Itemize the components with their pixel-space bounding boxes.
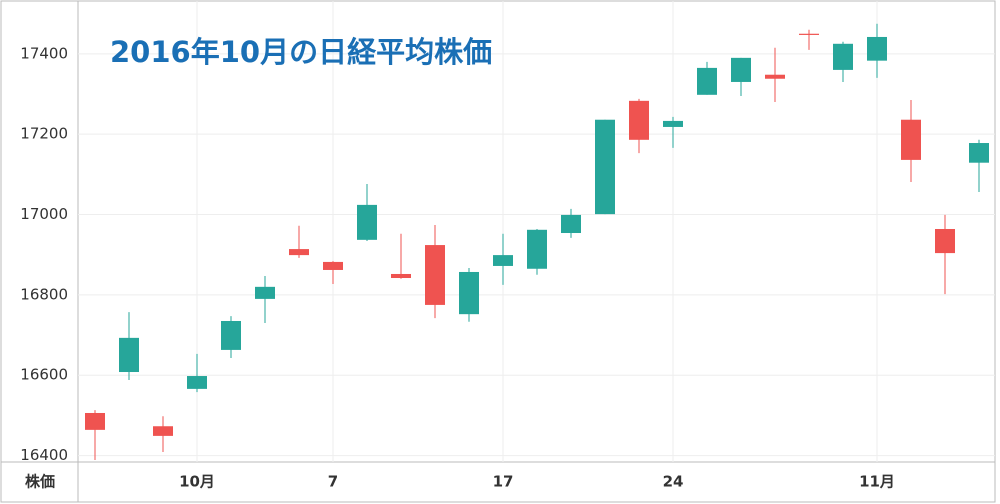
candle-body (901, 119, 921, 160)
candle-body (323, 261, 343, 270)
candle-body (187, 376, 207, 389)
candle-body (799, 33, 819, 35)
candle-body (765, 74, 785, 79)
candle-body (629, 100, 649, 140)
candle-body (561, 214, 581, 234)
candle-body (969, 143, 989, 163)
candle-body (357, 204, 377, 240)
y-tick-label: 17200 (20, 125, 68, 143)
candle-body (255, 286, 275, 299)
y-tick-label: 16600 (20, 366, 68, 384)
candle-body (85, 412, 105, 430)
y-tick-label: 17400 (20, 44, 68, 62)
candle-body (119, 337, 139, 373)
y-tick-label: 16800 (20, 285, 68, 303)
x-tick-label: 24 (663, 473, 684, 491)
candle-body (731, 57, 751, 82)
chart-title: 2016年10月の日経平均株価 (110, 35, 492, 69)
y-tick-label: 16400 (20, 446, 68, 464)
candle-body (833, 43, 853, 70)
x-tick-label: 10月 (179, 473, 215, 491)
candle-body (663, 120, 683, 127)
candle-body (527, 229, 547, 269)
candle-body (493, 255, 513, 266)
candle-body (153, 426, 173, 436)
candle-body (697, 67, 717, 95)
y-axis-title: 株価 (25, 473, 55, 491)
y-tick-label: 17000 (20, 205, 68, 223)
candle-body (459, 271, 479, 315)
candle-body (289, 249, 309, 256)
x-tick-label: 17 (493, 473, 514, 491)
candle-body (935, 228, 955, 254)
candle-body (867, 36, 887, 61)
candle-body (221, 320, 241, 350)
candle-body (425, 245, 445, 305)
candle-body (595, 119, 615, 215)
x-tick-label: 7 (328, 473, 338, 491)
candle-body (391, 273, 411, 279)
x-tick-label: 11月 (859, 473, 895, 491)
